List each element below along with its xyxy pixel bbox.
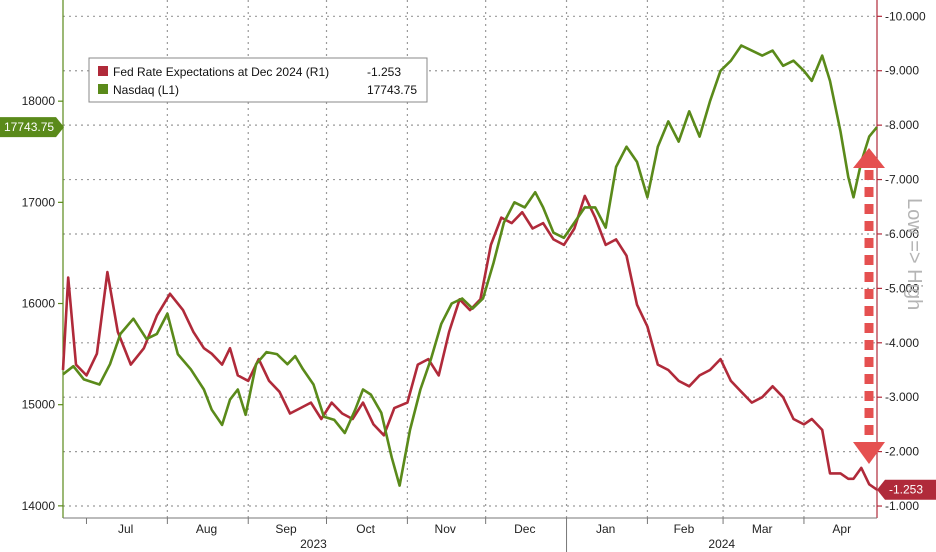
x-tick-label: Oct [356, 522, 375, 536]
right-tick-label: -7.000 [885, 173, 919, 187]
left-tick-label: 15000 [22, 398, 56, 412]
annotation-text: Low => High [903, 198, 925, 310]
series-line-nasdaq [62, 44, 879, 487]
right-tick-label: -1.000 [885, 499, 919, 513]
right-tick-label: -5.000 [885, 281, 919, 295]
legend-value-nasdaq: 17743.75 [367, 83, 417, 97]
x-tick-label: Feb [674, 522, 695, 536]
x-tick-label: Nov [435, 522, 456, 536]
right-tick-label: -9.000 [885, 64, 919, 78]
right-tick-label: -2.000 [885, 445, 919, 459]
right-tick-label: -4.000 [885, 336, 919, 350]
legend-label-nasdaq: Nasdaq (L1) [113, 83, 179, 97]
left-value-badge [0, 117, 64, 138]
left-tick-label: 17000 [22, 195, 56, 209]
x-tick-label: Dec [514, 522, 535, 536]
legend-swatch-nasdaq [98, 84, 108, 94]
left-axis-ticks: 14000 15000 16000 17000 18000 [22, 94, 63, 513]
x-tick-label: Jan [596, 522, 615, 536]
series-lines [61, 44, 879, 491]
legend: Fed Rate Expectations at Dec 2024 (R1) -… [88, 57, 428, 103]
x-tick-label: Aug [196, 522, 217, 536]
last-value-badges: 17743.75 -1.253 [0, 117, 936, 500]
right-value-badge-text: -1.253 [889, 483, 923, 497]
x-tick-label: Sep [275, 522, 297, 536]
axes [62, 0, 878, 519]
left-value-badge-text: 17743.75 [4, 120, 54, 134]
x-tick-label: Apr [832, 522, 851, 536]
year-label: 2024 [708, 537, 735, 551]
legend-value-fed: -1.253 [367, 65, 401, 79]
x-tick-label: Jul [118, 522, 133, 536]
left-tick-label: 16000 [22, 297, 56, 311]
right-axis-ticks: -1.000 -2.000 -3.000 -4.000 -5.000 -6.000 -7.0… [877, 9, 926, 513]
right-tick-label: -10.000 [885, 9, 926, 23]
right-value-badge [877, 479, 936, 500]
low-high-annotation: Low => High [853, 148, 925, 464]
right-tick-label: -3.000 [885, 390, 919, 404]
x-tick-label: Mar [752, 522, 773, 536]
legend-label-fed: Fed Rate Expectations at Dec 2024 (R1) [113, 65, 329, 79]
legend-box [88, 57, 428, 103]
left-tick-label: 14000 [22, 499, 56, 513]
right-tick-label: -8.000 [885, 118, 919, 132]
right-tick-label: -6.000 [885, 227, 919, 241]
up-arrow-icon [853, 148, 885, 168]
down-arrow-icon [853, 442, 885, 464]
grid-lines [63, 0, 877, 518]
year-label: 2023 [300, 537, 327, 551]
legend-swatch-fed [98, 66, 108, 76]
left-tick-label: 18000 [22, 94, 56, 108]
x-axis-ticks: Jul Aug Sep Oct Nov Dec Jan Feb Mar Apr 2023 2024 [85, 518, 851, 552]
